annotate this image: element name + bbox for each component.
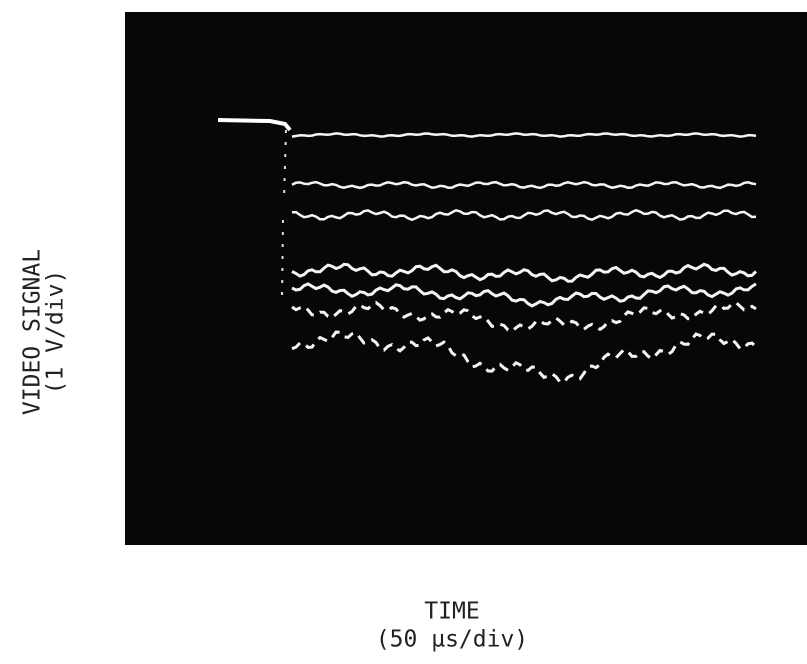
figure: VIDEO SIGNAL (1 V/div) TIME (50 µs/div)	[0, 0, 807, 664]
y-axis-unit: (1 V/div)	[43, 270, 69, 395]
oscilloscope-screen	[125, 12, 807, 545]
page: VIDEO SIGNAL (1 V/div) TIME (50 µs/div) …	[0, 0, 807, 664]
x-axis-label: TIME	[424, 599, 479, 625]
x-axis-unit: (50 µs/div)	[376, 627, 528, 653]
